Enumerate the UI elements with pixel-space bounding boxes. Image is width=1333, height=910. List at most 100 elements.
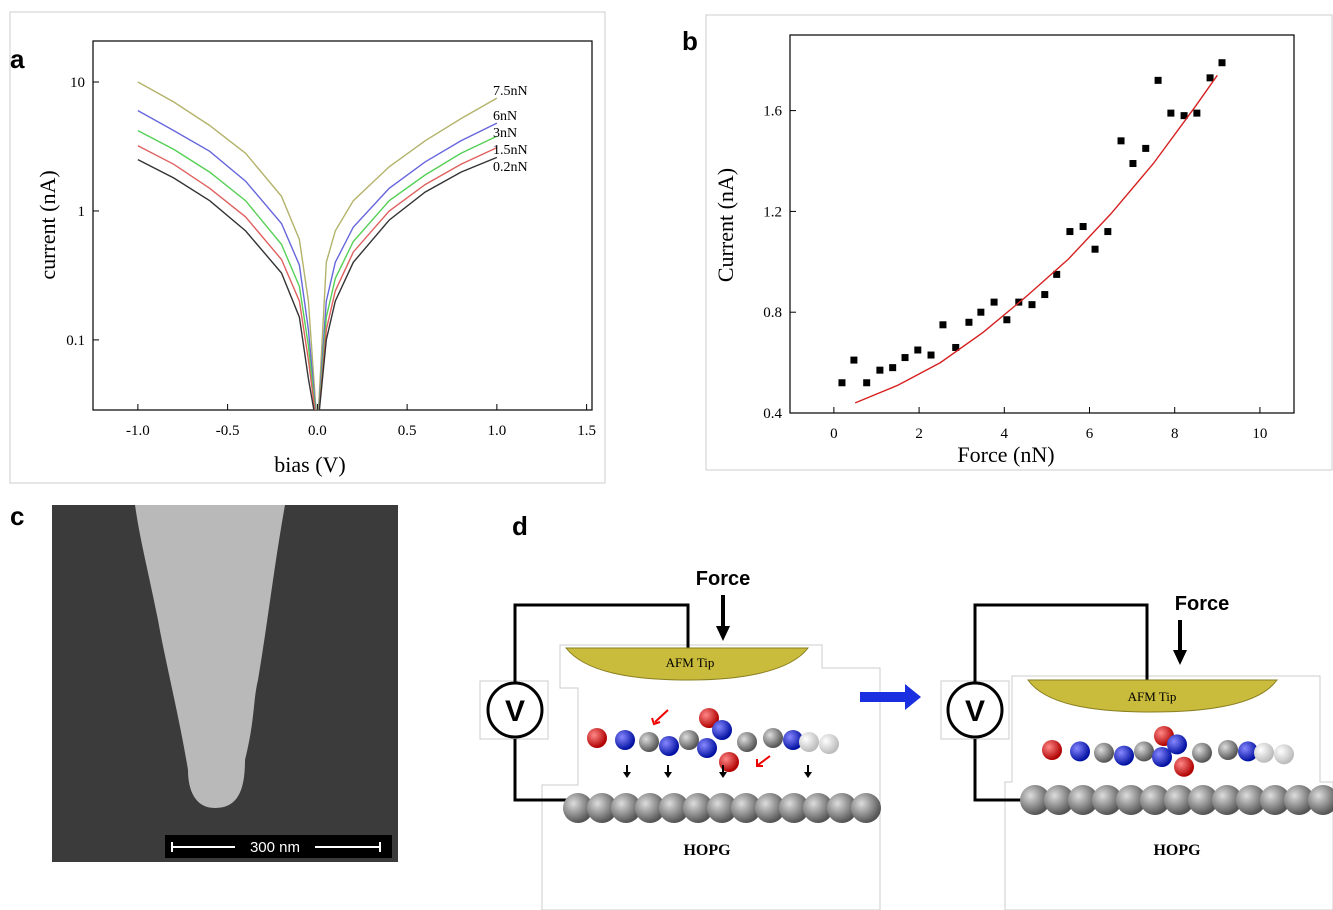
series-label: 7.5nN: [493, 84, 528, 99]
y-tick-label: 0.1: [66, 333, 85, 349]
atom: [679, 730, 699, 750]
x-tick-label: 2: [915, 426, 923, 442]
x-tick-label: 10: [1252, 426, 1267, 442]
atom: [1174, 756, 1194, 777]
atom: [799, 732, 819, 752]
y-tick-label: 1: [78, 204, 86, 220]
panel-label: c: [10, 501, 24, 531]
atom: [1164, 785, 1194, 815]
atom: [755, 793, 785, 823]
atom: [615, 730, 635, 750]
atom: [639, 732, 659, 752]
y-tick-label: 1.6: [763, 104, 782, 120]
red-arrow: [756, 755, 771, 767]
x-tick-label: 0.5: [398, 423, 417, 439]
x-tick-label: -1.0: [126, 423, 150, 439]
x-tick-label: -0.5: [216, 423, 240, 439]
atom: [827, 793, 857, 823]
atom: [1134, 741, 1154, 762]
atom: [697, 738, 717, 758]
data-point: [1117, 137, 1125, 145]
atom: [659, 736, 679, 756]
y-axis-title: current (nA): [35, 170, 60, 279]
plot-frame: [789, 34, 1295, 414]
atom: [1238, 741, 1258, 762]
x-tick-label: 1.5: [577, 423, 596, 439]
atom: [1212, 785, 1242, 815]
data-point: [952, 343, 960, 351]
data-point: [1142, 144, 1150, 152]
y-tick-label: 1.2: [763, 204, 782, 220]
series-label: 6nN: [493, 109, 517, 124]
data-point: [1193, 109, 1201, 117]
atom: [611, 793, 641, 823]
x-tick-label: 0: [830, 426, 838, 442]
atom: [1260, 785, 1290, 815]
x-axis-title: Force (nN): [957, 442, 1054, 467]
series-line: [137, 81, 498, 410]
series-label: 0.2nN: [493, 160, 528, 175]
data-point: [1041, 291, 1049, 299]
atom: [1254, 742, 1274, 763]
plot-frame: [92, 40, 593, 411]
atom: [731, 793, 761, 823]
series-label: 1.5nN: [493, 143, 528, 158]
atom: [779, 793, 809, 823]
diagram-state: V Force AFM Tip HOPG: [479, 568, 881, 910]
tip-label: AFM Tip: [666, 655, 715, 670]
atom: [635, 793, 665, 823]
x-axis-title: bias (V): [274, 452, 345, 477]
data-point: [1154, 76, 1162, 84]
data-point: [1206, 74, 1214, 82]
tip-label: AFM Tip: [1128, 689, 1177, 704]
push-arrow: [719, 772, 727, 778]
atom: [1236, 785, 1266, 815]
series-line: [137, 156, 498, 410]
atom: [1140, 785, 1170, 815]
data-point: [927, 351, 935, 359]
y-tick-label: 10: [70, 75, 85, 91]
panel-label: d: [512, 511, 528, 541]
atom: [1167, 734, 1187, 755]
panel-label: b: [682, 26, 698, 56]
push-arrow: [804, 772, 812, 778]
atom: [587, 728, 607, 748]
data-point: [977, 308, 985, 316]
atom: [1284, 785, 1314, 815]
series-line: [854, 74, 1218, 404]
atom: [1042, 740, 1062, 760]
data-point: [1066, 228, 1074, 236]
atom: [1274, 744, 1294, 765]
diagram-state: V Force AFM Tip HOPG: [940, 593, 1333, 910]
x-tick-label: 4: [1001, 426, 1009, 442]
x-tick-label: 1.0: [487, 423, 506, 439]
voltmeter-label: V: [965, 695, 985, 728]
atom: [783, 730, 803, 750]
atom: [1070, 741, 1090, 762]
data-point: [1218, 59, 1226, 67]
atom: [563, 793, 593, 823]
voltmeter-label: V: [505, 695, 525, 728]
data-point: [1167, 109, 1175, 117]
atom: [1114, 745, 1134, 766]
data-point: [1053, 270, 1061, 278]
sem-image: 300 nm: [52, 505, 398, 862]
red-arrow: [651, 709, 669, 726]
substrate-label: HOPG: [683, 842, 731, 859]
atom: [1044, 785, 1074, 815]
atom: [763, 728, 783, 748]
x-tick-label: 6: [1086, 426, 1094, 442]
series-label: 3nN: [493, 126, 517, 141]
data-point: [863, 379, 871, 387]
transition-arrow: [860, 684, 921, 710]
atom: [659, 793, 689, 823]
data-point: [965, 318, 973, 326]
y-tick-label: 0.8: [763, 305, 782, 321]
scale-bar-label: 300 nm: [250, 839, 300, 856]
data-point: [889, 364, 897, 372]
data-point: [1003, 316, 1011, 324]
data-point: [1028, 301, 1036, 309]
data-point: [838, 379, 846, 387]
atom: [683, 793, 713, 823]
